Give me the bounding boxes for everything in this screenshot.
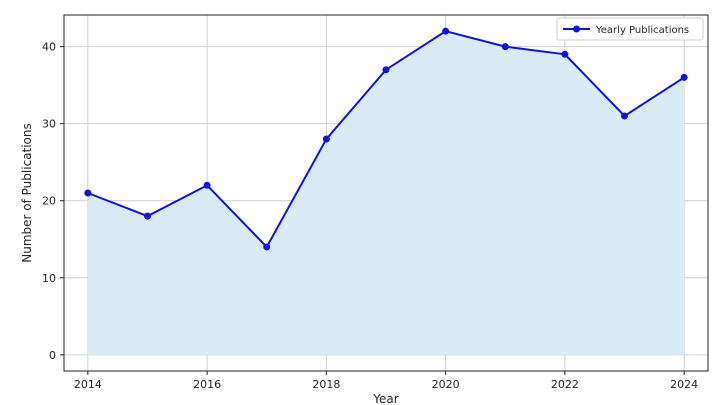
data-point bbox=[203, 181, 211, 189]
y-tick-label: 0 bbox=[49, 349, 56, 362]
y-tick-label: 20 bbox=[42, 195, 56, 208]
x-tick-label: 2022 bbox=[551, 378, 579, 391]
y-axis-label: Number of Publications bbox=[20, 123, 34, 263]
data-point bbox=[561, 50, 569, 58]
data-point bbox=[680, 73, 688, 81]
area-fill bbox=[87, 31, 685, 355]
data-point bbox=[143, 212, 151, 220]
data-points bbox=[84, 27, 688, 251]
data-point bbox=[442, 27, 450, 35]
y-tick-label: 10 bbox=[42, 272, 56, 285]
x-tick-label: 2020 bbox=[432, 378, 460, 391]
legend-marker bbox=[573, 25, 580, 33]
legend-label: Yearly Publications bbox=[595, 25, 689, 36]
data-point bbox=[84, 189, 92, 197]
legend-box bbox=[556, 17, 704, 41]
data-point bbox=[263, 243, 271, 251]
x-tick-label: 2018 bbox=[312, 378, 340, 391]
data-point bbox=[501, 43, 509, 51]
axis-ticks: 2014 2016 2018 2020 2022 2024 0 10 20 30 40 bbox=[42, 41, 698, 391]
x-axis-label: Year bbox=[372, 392, 398, 405]
x-tick-label: 2014 bbox=[74, 378, 102, 391]
data-point bbox=[322, 135, 330, 143]
y-tick-label: 30 bbox=[42, 118, 56, 131]
data-point bbox=[621, 112, 629, 120]
plot-frame bbox=[63, 14, 709, 372]
y-tick-label: 40 bbox=[42, 41, 56, 54]
legend: Yearly Publications bbox=[556, 17, 704, 41]
x-tick-label: 2024 bbox=[670, 378, 698, 391]
data-point bbox=[382, 66, 390, 74]
x-tick-label: 2016 bbox=[193, 378, 221, 391]
